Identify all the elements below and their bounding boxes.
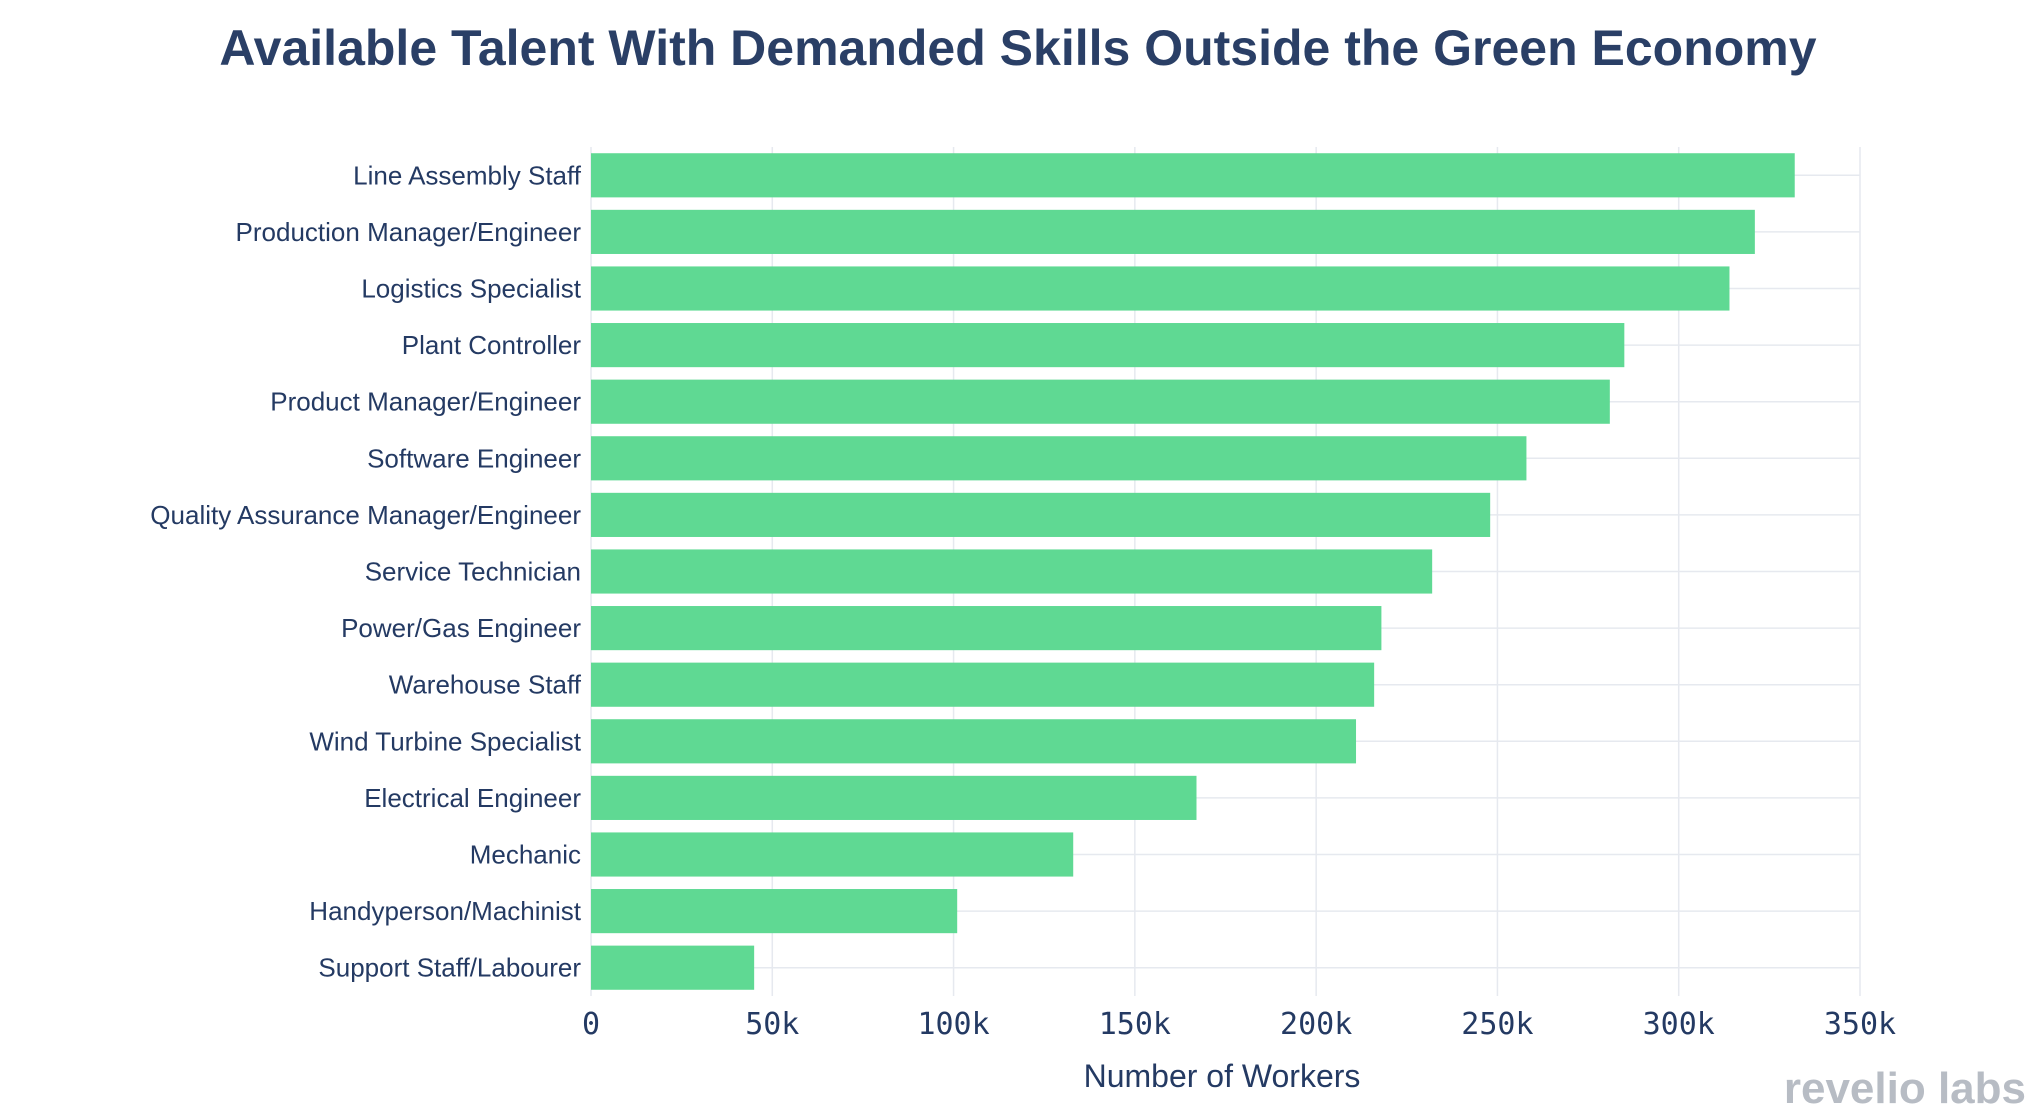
bar	[591, 945, 755, 990]
category-label: Plant Controller	[402, 330, 582, 360]
x-axis-title: Number of Workers	[1084, 1058, 1361, 1094]
category-label: Quality Assurance Manager/Engineer	[150, 500, 581, 530]
bar	[591, 209, 1755, 254]
category-label: Warehouse Staff	[389, 670, 582, 700]
category-label: Power/Gas Engineer	[341, 613, 581, 643]
category-label: Handyperson/Machinist	[309, 896, 581, 926]
bars	[591, 153, 1795, 990]
bar	[591, 889, 958, 934]
x-tick-label: 0	[582, 1007, 600, 1042]
bar	[591, 153, 1795, 198]
chart-title: Available Talent With Demanded Skills Ou…	[219, 20, 1816, 76]
x-tick-label: 250k	[1461, 1007, 1533, 1042]
x-tick-label: 200k	[1280, 1007, 1352, 1042]
x-tick-label: 150k	[1099, 1007, 1171, 1042]
x-tick-label: 100k	[917, 1007, 989, 1042]
category-label: Line Assembly Staff	[353, 160, 582, 190]
bar	[591, 719, 1357, 764]
bar	[591, 832, 1074, 877]
category-label: Mechanic	[470, 840, 581, 870]
bar	[591, 379, 1610, 424]
category-label: Logistics Specialist	[361, 274, 581, 304]
category-label: Service Technician	[365, 557, 581, 587]
revelio-labs-logo: revelio labs	[1784, 1064, 2026, 1113]
bar	[591, 323, 1625, 368]
category-labels: Line Assembly Staff Production Manager/En…	[150, 160, 581, 982]
category-label: Support Staff/Labourer	[318, 953, 581, 983]
category-label: Software Engineer	[367, 443, 581, 473]
category-label: Electrical Engineer	[364, 783, 581, 813]
x-tick-label: 350k	[1824, 1007, 1896, 1042]
x-axis-ticks: 0 50k 100k 150k 200k 250k 300k 350k	[582, 1007, 1896, 1042]
bar	[591, 492, 1491, 537]
bar	[591, 549, 1433, 594]
category-label: Product Manager/Engineer	[270, 387, 581, 417]
bar	[591, 662, 1375, 707]
bar	[591, 436, 1527, 481]
bar	[591, 266, 1730, 311]
x-tick-label: 50k	[745, 1007, 799, 1042]
category-label: Production Manager/Engineer	[236, 217, 582, 247]
category-label: Wind Turbine Specialist	[309, 726, 581, 756]
bar	[591, 606, 1382, 651]
bar	[591, 775, 1197, 820]
x-tick-label: 300k	[1643, 1007, 1715, 1042]
